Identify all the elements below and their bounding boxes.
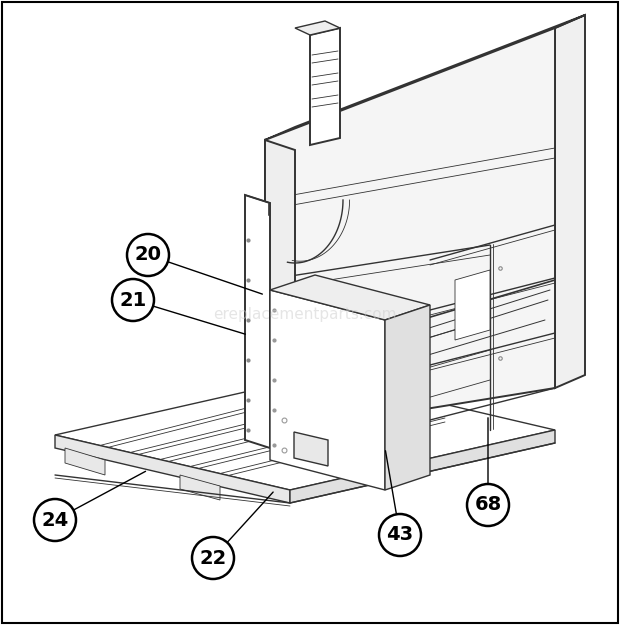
Polygon shape (55, 435, 290, 503)
Circle shape (379, 514, 421, 556)
Polygon shape (180, 475, 220, 500)
Text: 24: 24 (42, 511, 69, 529)
Polygon shape (294, 432, 328, 466)
Polygon shape (295, 21, 340, 35)
Circle shape (34, 499, 76, 541)
Polygon shape (55, 375, 555, 490)
Polygon shape (385, 305, 430, 490)
Text: 22: 22 (200, 549, 227, 568)
Circle shape (192, 537, 234, 579)
Circle shape (112, 279, 154, 321)
Polygon shape (270, 290, 385, 490)
Polygon shape (290, 430, 555, 503)
Text: 68: 68 (474, 496, 502, 514)
Text: 20: 20 (135, 246, 161, 264)
Circle shape (127, 234, 169, 276)
Polygon shape (265, 140, 295, 445)
Polygon shape (270, 275, 430, 320)
Circle shape (467, 484, 509, 526)
Polygon shape (265, 28, 555, 435)
Polygon shape (555, 15, 585, 388)
Text: 21: 21 (120, 291, 146, 309)
Polygon shape (65, 448, 105, 475)
Polygon shape (310, 28, 340, 145)
Polygon shape (265, 15, 585, 140)
Polygon shape (455, 270, 490, 340)
Polygon shape (245, 195, 270, 448)
Text: 43: 43 (386, 526, 414, 544)
Text: ereplacementparts.com: ereplacementparts.com (213, 308, 397, 322)
